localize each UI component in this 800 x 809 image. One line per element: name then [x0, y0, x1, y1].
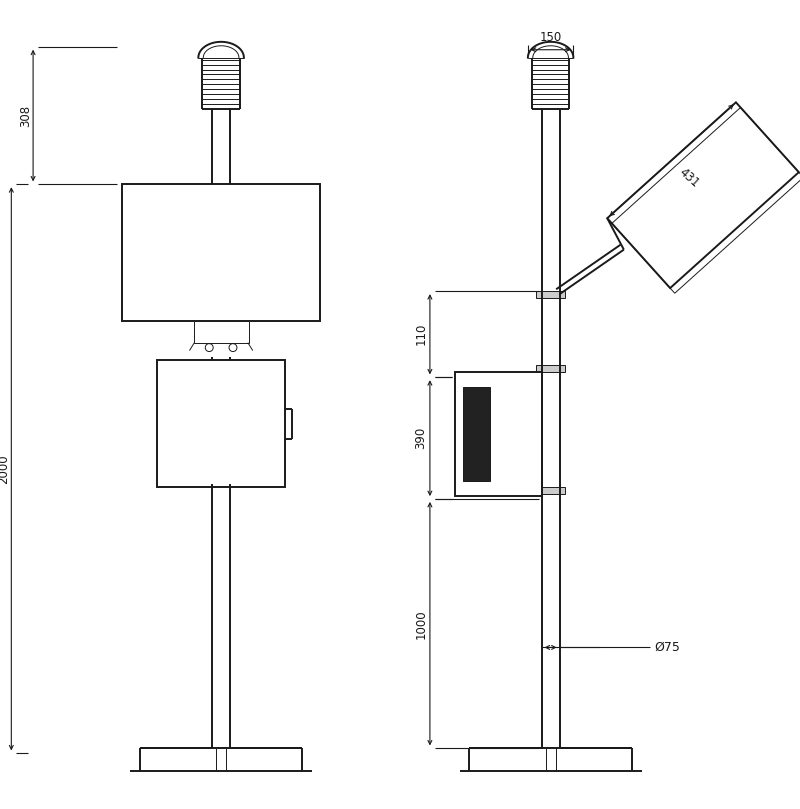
Bar [536, 366, 566, 372]
Bar [462, 388, 490, 481]
Bar [454, 372, 542, 496]
Text: 2000: 2000 [0, 454, 10, 484]
Bar [122, 184, 320, 321]
Text: 110: 110 [414, 323, 427, 345]
Bar [194, 321, 249, 343]
Text: 431: 431 [677, 166, 702, 190]
Text: 1000: 1000 [414, 609, 427, 638]
Text: Ø75: Ø75 [654, 641, 681, 654]
Text: 150: 150 [539, 32, 562, 44]
Text: 308: 308 [18, 104, 32, 127]
Bar [157, 361, 286, 487]
Bar [536, 487, 566, 494]
Bar [536, 291, 566, 299]
Text: 390: 390 [414, 427, 427, 449]
